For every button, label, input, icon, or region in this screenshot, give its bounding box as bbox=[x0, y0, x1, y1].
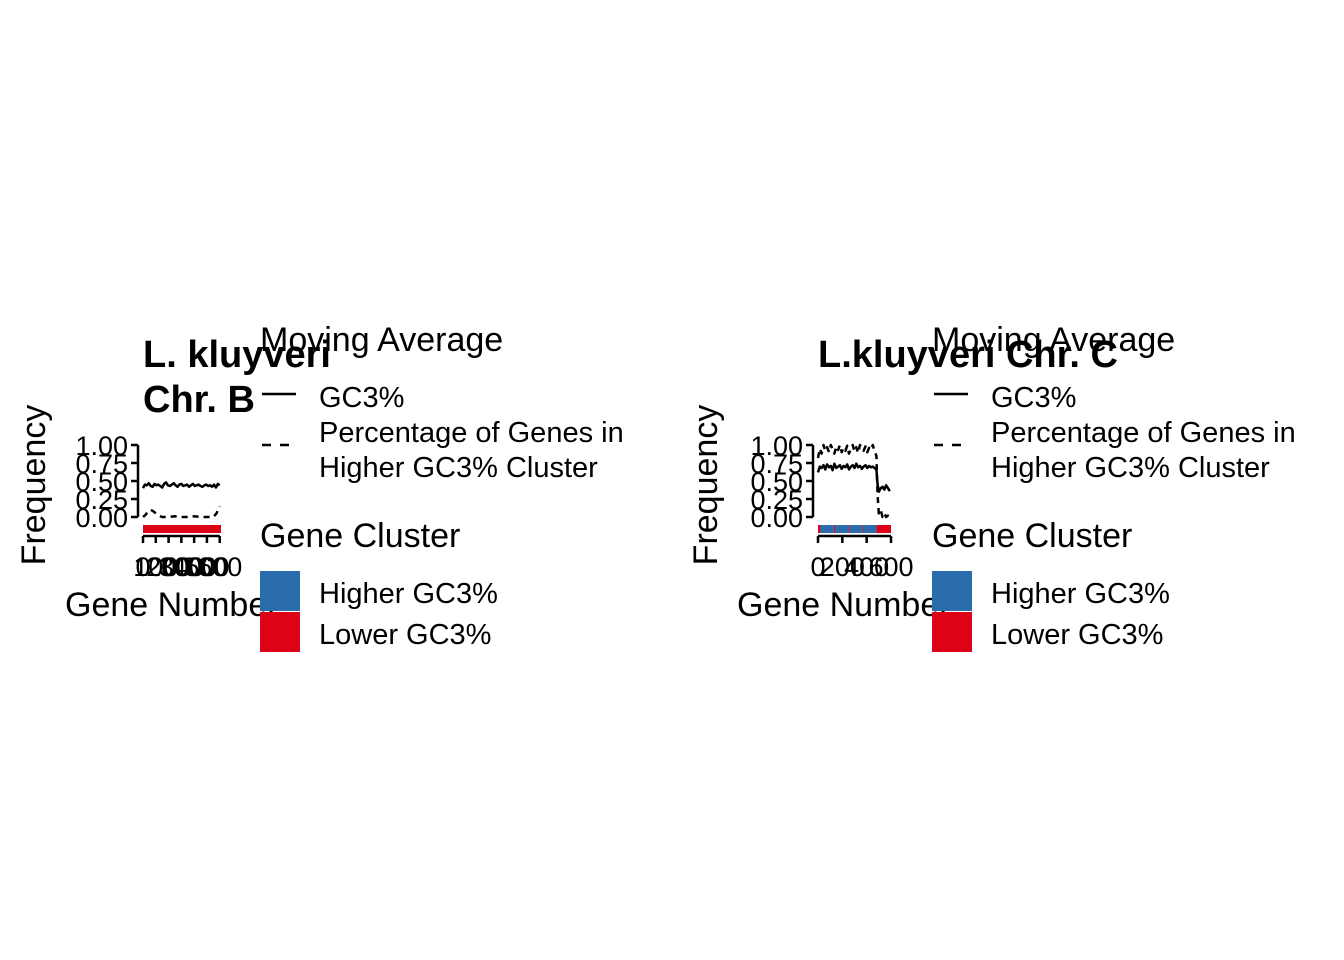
cluster-strip-segment bbox=[861, 525, 863, 533]
x-tick-label: 200 bbox=[820, 552, 865, 582]
legend-label: Higher GC3% Cluster bbox=[319, 452, 598, 484]
y-axis-label: Frequency bbox=[15, 405, 53, 566]
x-tick-label: 500 bbox=[184, 552, 229, 582]
y-tick-label: 0.00 bbox=[750, 503, 803, 533]
cluster-strip-segment bbox=[848, 525, 850, 533]
y-tick-label: 0.25 bbox=[750, 485, 803, 515]
legend: Moving Average GC3%Percentage of Genes in… bbox=[932, 321, 1296, 652]
legend-title-moving-average: Moving Average bbox=[932, 321, 1175, 359]
legend-label: Higher GC3% Cluster bbox=[991, 452, 1270, 484]
cluster-strip-segment bbox=[862, 525, 877, 533]
legend-label: Lower GC3% bbox=[991, 619, 1163, 651]
cluster-strip-segment bbox=[835, 525, 849, 533]
y-tick-label: 0.75 bbox=[750, 449, 803, 479]
legend-label: Higher GC3% bbox=[319, 578, 498, 610]
legend-label: Percentage of Genes in bbox=[319, 417, 624, 449]
legend-label: Higher GC3% bbox=[991, 578, 1170, 610]
chart-panel-2: L.kluyveri Chr. C 0.000.250.500.751.00 Fre… bbox=[687, 321, 1296, 652]
x-tick-label: 300 bbox=[159, 552, 204, 582]
y-tick-label: 0.00 bbox=[75, 503, 128, 533]
chart-title: L.kluyveri Chr. C bbox=[818, 334, 1118, 376]
x-tick-label: 0 bbox=[810, 552, 825, 582]
series-line-cluster-percentage bbox=[142, 505, 221, 519]
legend: Moving Average GC3%Percentage of Genes in… bbox=[260, 321, 624, 652]
x-tick-label: 100 bbox=[133, 552, 178, 582]
legend-swatch bbox=[260, 612, 300, 652]
legend-title-moving-average: Moving Average bbox=[260, 321, 503, 359]
legend-title-gene-cluster: Gene Cluster bbox=[260, 517, 460, 555]
cluster-strip-segment bbox=[876, 525, 891, 533]
x-tick-label: 600 bbox=[197, 552, 242, 582]
series-line-gc3 bbox=[141, 481, 221, 489]
x-axis-label: Gene Number bbox=[65, 586, 279, 624]
cluster-strip-segment bbox=[820, 525, 834, 533]
chart-title: Chr. B bbox=[143, 379, 255, 421]
x-tick-label: 600 bbox=[868, 552, 913, 582]
x-tick-label: 400 bbox=[172, 552, 217, 582]
cluster-strip-segment bbox=[818, 525, 821, 533]
y-tick-label: 0.50 bbox=[750, 467, 803, 497]
legend-title-gene-cluster: Gene Cluster bbox=[932, 517, 1132, 555]
y-tick-label: 0.50 bbox=[75, 467, 128, 497]
legend-label: Percentage of Genes in bbox=[991, 417, 1296, 449]
y-tick-label: 1.00 bbox=[75, 431, 128, 461]
x-axis-label: Gene Number bbox=[737, 586, 951, 624]
x-tick-label: 200 bbox=[146, 552, 191, 582]
legend-swatch bbox=[260, 571, 300, 611]
series-line-gc3 bbox=[816, 462, 891, 494]
y-tick-label: 1.00 bbox=[750, 431, 803, 461]
y-axis-label: Frequency bbox=[687, 405, 725, 566]
chart-title: L. kluyveri bbox=[143, 334, 331, 376]
legend-label: GC3% bbox=[319, 382, 404, 414]
series-line-cluster-percentage bbox=[816, 443, 891, 519]
y-tick-label: 0.25 bbox=[75, 485, 128, 515]
cluster-strip-segment bbox=[143, 525, 221, 533]
x-tick-label: 400 bbox=[844, 552, 889, 582]
legend-swatch bbox=[932, 612, 972, 652]
cluster-strip-segment bbox=[849, 525, 862, 533]
y-tick-label: 0.75 bbox=[75, 449, 128, 479]
legend-swatch bbox=[932, 571, 972, 611]
x-tick-label: 0 bbox=[135, 552, 150, 582]
cluster-strip-segment bbox=[833, 525, 836, 533]
legend-label: GC3% bbox=[991, 382, 1076, 414]
legend-label: Lower GC3% bbox=[319, 619, 491, 651]
